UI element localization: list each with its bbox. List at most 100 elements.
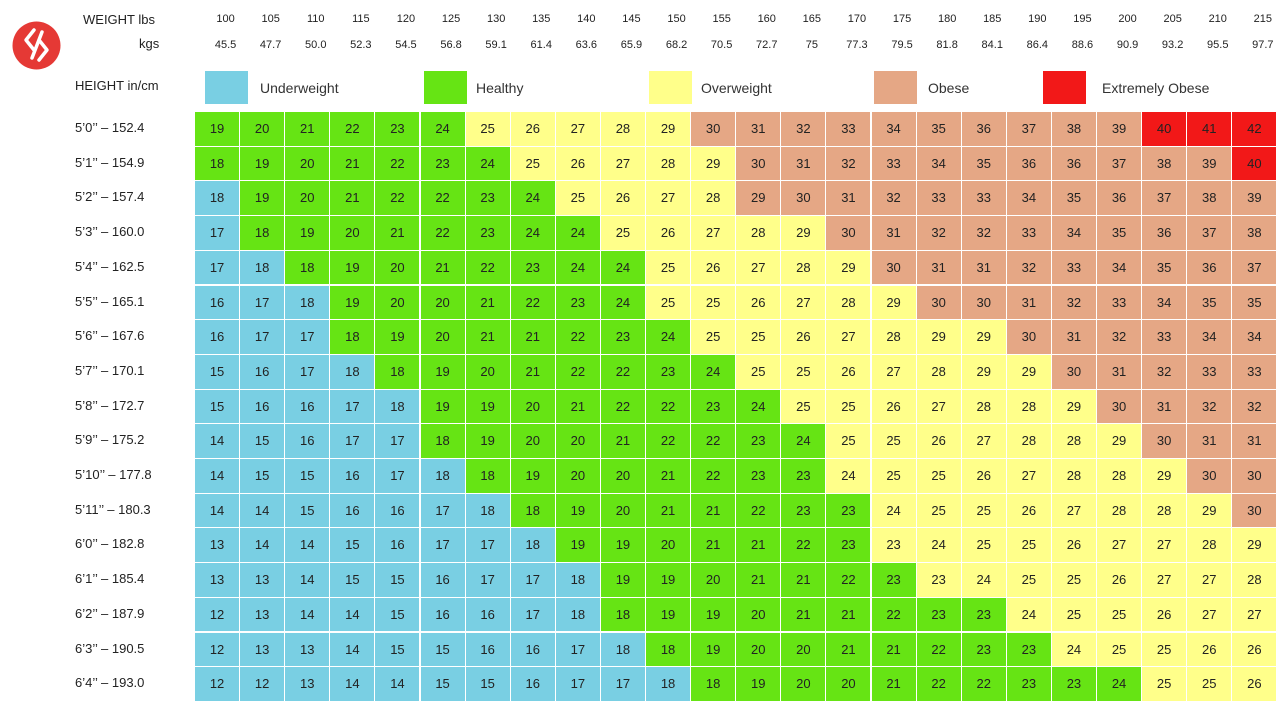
bmi-cell: 17 [600, 667, 646, 702]
weight-lbs-tick: 135 [532, 13, 551, 25]
bmi-cell: 16 [420, 597, 466, 633]
bmi-cell: 13 [240, 597, 286, 633]
bmi-cell: 18 [285, 250, 331, 286]
bmi-cell: 15 [240, 459, 286, 494]
bmi-cell: 28 [961, 389, 1007, 425]
bmi-cell: 26 [646, 216, 692, 251]
weight-kgs-tick: 47.7 [259, 39, 282, 51]
bmi-cell: 27 [691, 216, 737, 251]
bmi-cell: 13 [195, 528, 241, 564]
bmi-cell: 19 [646, 563, 692, 598]
bmi-cell: 33 [1097, 285, 1143, 321]
bmi-cell: 19 [736, 667, 782, 702]
bmi-cell: 24 [646, 320, 692, 355]
bmi-cell: 16 [510, 667, 556, 702]
bmi-cell: 36 [1006, 146, 1052, 182]
bmi-cell: 31 [736, 112, 782, 147]
bmi-cell: 34 [871, 112, 917, 147]
weight-kgs-tick: 52.3 [350, 39, 372, 51]
bmi-cell: 15 [195, 354, 241, 390]
weight-kgs-tick: 45.5 [214, 39, 237, 51]
bmi-cell: 28 [1051, 459, 1097, 494]
bmi-cell: 25 [961, 493, 1007, 529]
bmi-cell: 18 [555, 563, 601, 598]
bmi-cell: 25 [646, 250, 692, 286]
bmi-cell: 31 [1051, 320, 1097, 355]
bmi-cell: 12 [195, 597, 241, 633]
bmi-cell: 26 [871, 389, 917, 425]
bmi-cell: 21 [691, 528, 737, 564]
bmi-cell: 42 [1232, 112, 1278, 147]
bmi-cell: 34 [1006, 181, 1052, 217]
height-row-label: 5’11’’ – 180.3 [75, 501, 151, 517]
bmi-cell: 25 [691, 285, 737, 321]
bmi-cell: 25 [1097, 597, 1143, 633]
legend-swatch-extremely-obese [1043, 71, 1086, 104]
weight-kgs-tick: 88.6 [1071, 39, 1094, 51]
bmi-cell: 14 [285, 528, 331, 564]
bmi-cell: 25 [826, 389, 872, 425]
weight-lbs-tick: 145 [622, 13, 641, 25]
bmi-cell: 16 [465, 597, 511, 633]
bmi-cell: 26 [510, 112, 556, 147]
weight-lbs-tick: 130 [486, 13, 506, 25]
bmi-cell: 30 [1006, 320, 1052, 355]
bmi-cell: 35 [1142, 250, 1188, 286]
weight-kgs-tick: 68.2 [665, 39, 688, 51]
bmi-cell: 16 [375, 528, 421, 564]
bmi-cell: 21 [691, 493, 737, 529]
bmi-cell: 26 [1006, 493, 1052, 529]
bmi-cell: 32 [1142, 354, 1188, 390]
height-label: HEIGHT in/cm [75, 78, 159, 93]
bmi-cell: 26 [736, 285, 782, 321]
bmi-cell: 39 [1232, 181, 1278, 217]
bmi-cell: 29 [871, 285, 917, 321]
legend-label: Extremely Obese [1102, 80, 1210, 96]
bmi-cell: 38 [1232, 216, 1278, 251]
bmi-cell: 18 [510, 528, 556, 564]
bmi-cell: 16 [285, 424, 331, 459]
weight-lbs-tick: 175 [892, 13, 912, 25]
bmi-cell: 17 [375, 424, 421, 459]
bmi-cell: 12 [195, 667, 241, 702]
bmi-cell: 27 [736, 250, 782, 286]
bmi-cell: 17 [555, 667, 601, 702]
bmi-cell: 34 [1097, 250, 1143, 286]
bmi-cell: 16 [465, 632, 511, 668]
weight-lbs-tick: 160 [757, 13, 776, 25]
bmi-cell: 27 [826, 320, 872, 355]
bmi-cell: 27 [781, 285, 827, 321]
weight-lbs-tick: 170 [847, 13, 867, 25]
bmi-cell: 37 [1097, 146, 1143, 182]
bmi-cell: 24 [1097, 667, 1143, 702]
legend-swatch-healthy [424, 71, 467, 104]
weight-lbs-tick: 165 [802, 13, 822, 25]
bmi-cell: 24 [826, 459, 872, 494]
bmi-cell: 23 [646, 354, 692, 390]
legend-swatch-overweight [649, 71, 692, 104]
height-row-label: 5’2’’ – 157.4 [75, 189, 145, 205]
bmi-cell: 26 [691, 250, 737, 286]
bmi-cell: 33 [916, 181, 962, 217]
bmi-cell: 18 [195, 146, 241, 182]
bmi-cell: 21 [285, 112, 331, 147]
bmi-cell: 17 [195, 216, 241, 251]
bmi-cell: 31 [871, 216, 917, 251]
weight-lbs-tick: 120 [396, 13, 416, 25]
bmi-cell: 21 [330, 146, 376, 182]
bmi-cell: 33 [1232, 354, 1278, 390]
bmi-cell: 35 [961, 146, 1007, 182]
height-row-label: 5’5’’ – 165.1 [75, 293, 145, 309]
bmi-cell: 27 [646, 181, 692, 217]
bmi-cell: 17 [510, 597, 556, 633]
bmi-cell: 25 [826, 424, 872, 459]
bmi-cell: 17 [195, 250, 241, 286]
bmi-cell: 13 [195, 563, 241, 598]
bmi-cell: 22 [375, 181, 421, 217]
weight-lbs-tick: 105 [261, 13, 280, 25]
bmi-cell: 12 [195, 632, 241, 668]
bmi-cell: 24 [600, 250, 646, 286]
height-row-label: 5’4’’ – 162.5 [75, 258, 145, 274]
bmi-cell: 19 [555, 528, 601, 564]
bmi-cell: 24 [691, 354, 737, 390]
